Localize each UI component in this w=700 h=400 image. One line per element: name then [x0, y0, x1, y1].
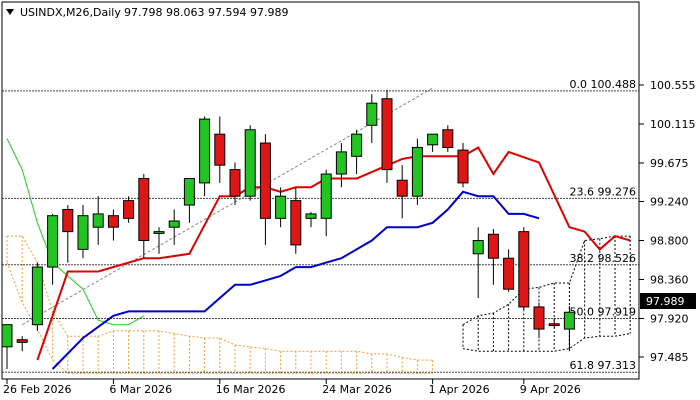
triangle-down-icon[interactable] — [6, 9, 14, 15]
bull-candle — [77, 215, 89, 250]
bull-candle — [366, 102, 378, 126]
bear-candle — [381, 98, 393, 171]
cloud-past-bottom — [6, 262, 433, 374]
y-tick-label: 97.920 — [650, 312, 689, 325]
bear-candle — [214, 133, 226, 166]
y-tick-label: 100.115 — [650, 118, 696, 131]
chikou-line — [6, 138, 145, 326]
chart-quote: 97.798 98.063 97.594 97.989 — [124, 6, 288, 19]
y-tick-label: 100.555 — [650, 79, 696, 92]
x-tick-label: 24 Mar 2026 — [322, 383, 392, 396]
bear-candle — [123, 200, 135, 219]
current-price-label: 97.989 — [646, 295, 685, 308]
bull-candle — [411, 146, 423, 197]
bear-candle — [518, 231, 530, 308]
bear-candle — [138, 177, 150, 241]
bear-candle — [229, 169, 241, 197]
bull-candle — [335, 151, 347, 175]
bear-candle — [533, 306, 545, 330]
fib-label: 23.6 99.276 — [570, 185, 636, 198]
plot-frame — [1, 1, 640, 380]
bear-candle — [457, 149, 469, 184]
fib-label: 38.2 98.526 — [570, 252, 636, 265]
x-tick-label: 26 Feb 2026 — [3, 383, 71, 396]
bear-candle — [290, 200, 302, 246]
bull-candle — [199, 118, 211, 184]
bull-candle — [305, 213, 317, 219]
y-tick-label: 99.240 — [650, 196, 689, 209]
bull-candle — [244, 129, 256, 197]
bull-candle — [31, 266, 43, 326]
bull-candle — [320, 173, 332, 219]
current-price-box — [640, 293, 696, 309]
candlestick-series — [1, 89, 575, 369]
x-tick-label: 1 Apr 2026 — [429, 383, 490, 396]
bull-candle — [153, 231, 165, 234]
bear-candle — [16, 339, 28, 343]
bull-candle — [183, 177, 195, 206]
y-tick-label: 97.485 — [650, 351, 689, 364]
trendline — [21, 87, 433, 326]
bull-candle — [168, 220, 180, 228]
bull-candle — [47, 215, 59, 268]
ichimoku-cloud — [6, 235, 631, 374]
bull-candle — [1, 324, 13, 348]
fib-label: 50.0 97.919 — [570, 306, 636, 319]
bear-candle — [487, 233, 499, 259]
chart-symbol: USINDX,M26,Daily — [20, 6, 121, 19]
y-tick-label: 98.800 — [650, 234, 689, 247]
x-tick-label: 9 Apr 2026 — [520, 383, 581, 396]
y-tick-label: 99.675 — [650, 157, 689, 170]
kijun-line — [51, 190, 540, 370]
fib-label: 61.8 97.313 — [570, 359, 636, 372]
cloud-future-bottom — [462, 333, 631, 352]
price-axis: 100.555 100.115 99.675 99.240 98.800 98.360 97… — [639, 79, 696, 364]
cloud-future-top — [462, 235, 631, 326]
bear-candle — [396, 179, 408, 197]
trendline-layer — [21, 87, 433, 326]
bear-candle — [548, 323, 560, 327]
bull-candle — [351, 133, 363, 157]
bear-candle — [62, 208, 74, 233]
bear-candle — [503, 257, 515, 290]
time-axis: 26 Feb 2026 6 Mar 2026 16 Mar 2026 24 Mar 2… — [3, 379, 581, 396]
bear-candle — [259, 142, 271, 219]
bull-candle — [427, 133, 439, 146]
bull-candle — [563, 311, 575, 330]
bull-candle — [92, 213, 104, 228]
x-tick-label: 16 Mar 2026 — [216, 383, 286, 396]
bear-candle — [442, 129, 454, 148]
cloud-past-top — [7, 235, 433, 361]
fib-label: 0.0 100.488 — [570, 78, 636, 91]
bull-candle — [472, 239, 484, 255]
x-tick-label: 6 Mar 2026 — [109, 383, 172, 396]
bear-candle — [107, 215, 119, 228]
bull-candle — [275, 195, 287, 219]
y-tick-label: 98.360 — [650, 273, 689, 286]
